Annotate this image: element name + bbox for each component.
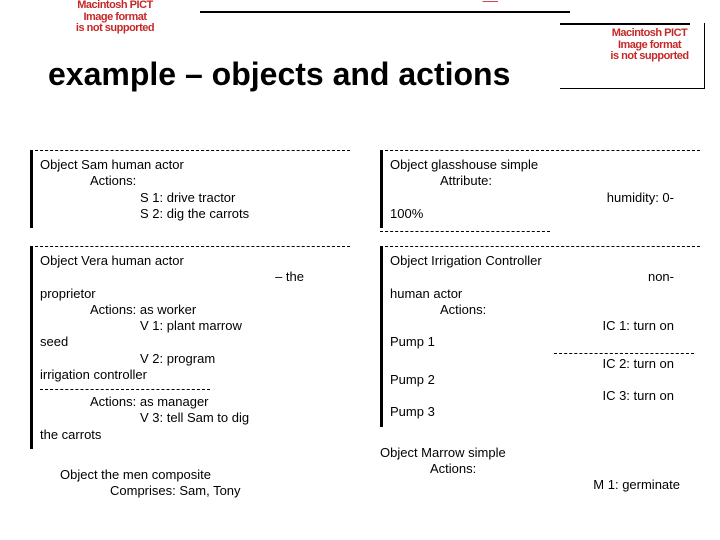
pict-artefact-blur: —— [420,0,560,6]
vera-actions-worker: Actions: as worker [40,302,344,318]
sam-header: Object Sam human actor [40,157,344,173]
irrigation-p3: Pump 3 [390,404,694,420]
left-column: Object Sam human actor Actions: S 1: dri… [30,150,350,530]
vera-actions-manager: Actions: as manager [40,394,344,410]
page-title: example – objects and actions [48,56,510,93]
artefact-text-right: Macintosh PICTImage formatis not support… [610,27,688,62]
irrigation-ic1: IC 1: turn on [390,318,694,334]
glasshouse-header: Object glasshouse simple [390,157,694,173]
vera-sub: – the [40,269,344,285]
sam-s2: S 2: dig the carrots [40,206,344,222]
sam-s1: S 1: drive tractor [40,190,344,206]
pict-artefact-left: Macintosh PICTImage formatis not support… [30,0,200,35]
vera-v1: V 1: plant marrow [40,318,344,334]
marrow-actions: Actions: [380,461,700,477]
object-glasshouse: Object glasshouse simple Attribute: humi… [380,150,700,228]
vera-v2: V 2: program [40,351,344,367]
vera-v2b: irrigation controller [40,367,344,383]
rule-right-box [560,88,705,89]
men-header: Object the men composite [60,467,350,483]
artefact-text: Macintosh PICTImage formatis not support… [76,0,154,34]
vera-header-text: Object Vera human actor [40,253,184,268]
vera-header: Object Vera human actor [40,253,344,269]
rule-right-side [704,23,705,88]
glasshouse-attr: Attribute: [390,173,694,189]
vera-carrots: the carrots [40,427,344,443]
vera-divider [40,389,210,390]
object-irrigation: Object Irrigation Controller non- human … [380,246,700,427]
irrigation-ic3: IC 3: turn on [390,388,694,404]
men-comprises: Comprises: Sam, Tony [60,483,350,499]
irrigation-header: Object Irrigation Controller [390,253,694,269]
content-columns: Object Sam human actor Actions: S 1: dri… [30,150,700,530]
vera-proprietor: proprietor [40,286,344,302]
marrow-m1: M 1: germinate [380,477,700,493]
artefact-blur-text: —— [483,0,498,6]
object-men: Object the men composite Comprises: Sam,… [30,467,350,500]
pict-artefact-right: Macintosh PICTImage formatis not support… [582,28,717,63]
irrigation-p2: Pump 2 [390,372,694,388]
irrigation-ic2: IC 2: turn on [390,356,694,372]
object-sam: Object Sam human actor Actions: S 1: dri… [30,150,350,228]
object-marrow: Object Marrow simple Actions: M 1: germi… [380,445,700,494]
marrow-header: Object Marrow simple [380,445,700,461]
right-column: Object glasshouse simple Attribute: humi… [380,150,700,530]
irrigation-non: non- [390,269,694,285]
glasshouse-humidity: humidity: 0- [390,190,694,206]
glasshouse-100: 100% [390,206,694,222]
irrigation-human: human actor [390,286,694,302]
irrigation-div1 [554,353,694,354]
vera-v3: V 3: tell Sam to dig [40,410,344,426]
vera-seed: seed [40,334,344,350]
object-vera: Object Vera human actor – the proprietor… [30,246,350,449]
rule-top [200,11,570,13]
rule-top-right [560,23,690,25]
irrigation-p1: Pump 1 [390,334,694,350]
sam-actions-label: Actions: [40,173,344,189]
irrigation-actions: Actions: [390,302,694,318]
slide-page: Macintosh PICTImage formatis not support… [0,0,720,540]
